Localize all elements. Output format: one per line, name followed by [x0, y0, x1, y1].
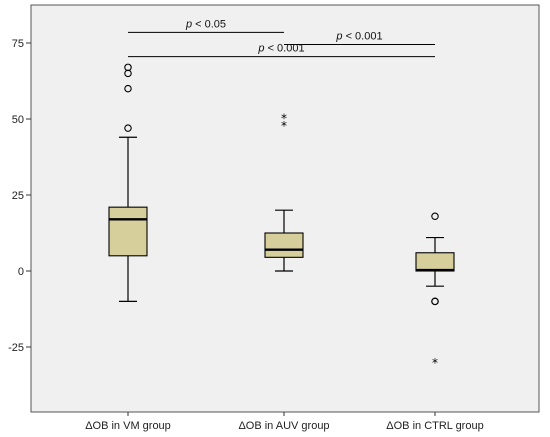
p-symbol: p	[185, 18, 192, 30]
p-symbol: p	[335, 31, 342, 43]
y-tick-label: 50	[12, 114, 24, 126]
outlier-point	[124, 124, 132, 132]
significance-label: p < 0.001	[335, 31, 382, 43]
significance-label: p < 0.001	[257, 43, 304, 55]
x-category-label: ΔOB in CTRL group	[386, 420, 483, 432]
x-category-label: ΔOB in AUV group	[238, 420, 329, 432]
box	[108, 206, 148, 257]
y-tick-label: -25	[8, 342, 24, 354]
p-value-text: < 0.001	[343, 31, 383, 43]
x-category-label: ΔOB in VM group	[85, 420, 171, 432]
p-value-text: < 0.05	[192, 18, 226, 30]
extreme-point: *	[281, 119, 287, 133]
significance-label: p < 0.05	[185, 18, 226, 30]
plot-area	[30, 4, 540, 413]
y-tick-label: 0	[18, 266, 24, 278]
outlier-point	[124, 63, 132, 72]
outlier-point	[431, 297, 439, 306]
extreme-point: *	[432, 356, 438, 370]
box	[264, 232, 304, 258]
box	[415, 252, 455, 272]
y-tick-label: 75	[12, 38, 24, 50]
extreme-point: *	[281, 111, 287, 125]
p-value-text: < 0.001	[265, 43, 305, 55]
p-symbol: p	[257, 43, 264, 55]
outlier-point	[431, 212, 439, 221]
outlier-point	[124, 84, 132, 93]
y-tick-label: 25	[12, 190, 24, 202]
